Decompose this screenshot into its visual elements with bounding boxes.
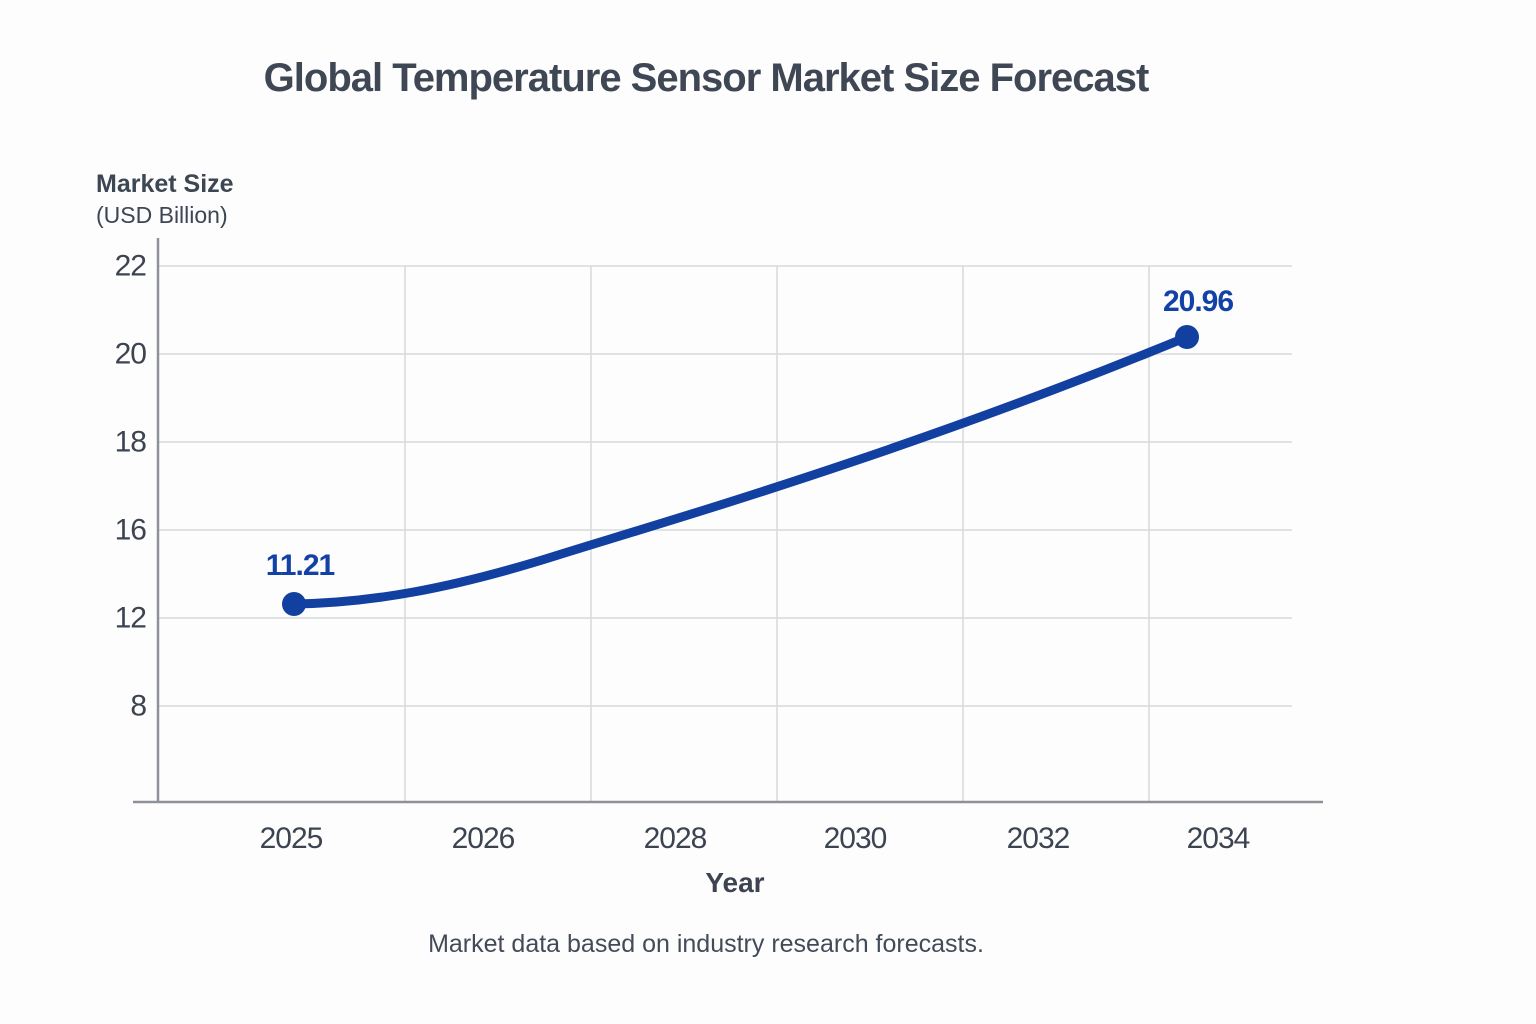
data-point-label-2034: 20.96 (1163, 285, 1233, 318)
x-tick-labels: 2025 2026 2028 2030 2032 2034 (260, 822, 1251, 855)
y-axis-title: Market Size (96, 170, 234, 198)
y-tick-label: 18 (115, 426, 147, 459)
vertical-gridlines (404, 266, 1150, 801)
data-point-label-2025: 11.21 (266, 549, 335, 582)
y-axis-title-block: Market Size (USD Billion) (96, 168, 234, 230)
y-axis-subtitle: (USD Billion) (96, 201, 228, 228)
x-tick-label: 2026 (452, 822, 515, 855)
x-tick-label: 2030 (824, 822, 887, 855)
x-tick-label: 2032 (1007, 822, 1070, 855)
y-tick-label: 20 (115, 338, 147, 371)
footer-note: Market data based on industry research f… (428, 930, 984, 958)
y-tick-label: 22 (115, 250, 147, 283)
y-tick-label: 12 (115, 602, 147, 635)
data-point-marker-2034 (1175, 325, 1199, 349)
y-tick-label: 8 (130, 690, 146, 723)
y-tick-label: 16 (115, 514, 147, 547)
series-line (289, 332, 1192, 609)
chart-title: Global Temperature Sensor Market Size Fo… (263, 56, 1150, 100)
horizontal-gridlines (158, 265, 1292, 707)
x-axis-title: Year (705, 867, 764, 898)
data-point-marker-2025 (282, 592, 306, 616)
x-tick-label: 2034 (1187, 822, 1250, 855)
x-tick-label: 2028 (644, 822, 707, 855)
y-tick-labels: 22 20 18 16 12 8 (115, 250, 148, 723)
x-tick-label: 2025 (260, 822, 323, 855)
